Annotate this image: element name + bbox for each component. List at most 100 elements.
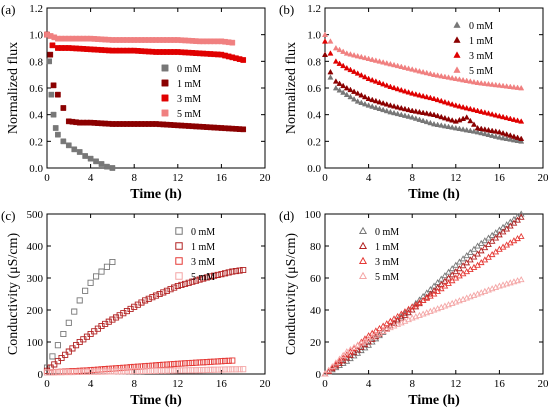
legend-marker bbox=[161, 64, 169, 72]
legend-label: 0 mM bbox=[469, 21, 493, 32]
data-point bbox=[460, 76, 467, 83]
data-point bbox=[229, 39, 236, 46]
data-point bbox=[380, 80, 387, 87]
data-point bbox=[478, 125, 485, 131]
data-point bbox=[510, 219, 518, 226]
data-point bbox=[332, 58, 339, 64]
x-tick-label: 16 bbox=[216, 172, 228, 184]
data-point bbox=[394, 62, 401, 69]
data-point bbox=[420, 117, 427, 123]
data-point bbox=[430, 120, 438, 127]
data-point bbox=[98, 161, 105, 167]
data-point bbox=[452, 268, 460, 275]
data-point bbox=[401, 64, 408, 70]
y-tick-label: 1.0 bbox=[307, 30, 321, 42]
data-point bbox=[409, 66, 416, 72]
data-point bbox=[423, 69, 430, 76]
data-point bbox=[470, 245, 478, 252]
data-point bbox=[65, 319, 72, 326]
data-point bbox=[492, 234, 500, 241]
data-point bbox=[112, 314, 120, 321]
data-point bbox=[470, 106, 477, 113]
data-point bbox=[496, 128, 503, 135]
y-axis-title: Normalized flux bbox=[284, 42, 299, 134]
data-point bbox=[500, 134, 507, 141]
data-point bbox=[196, 367, 203, 374]
plot-frame bbox=[46, 213, 266, 375]
data-point bbox=[394, 110, 401, 117]
data-point bbox=[438, 113, 445, 120]
data-point bbox=[343, 84, 350, 91]
data-point bbox=[492, 111, 499, 118]
y-tick-label: 0.4 bbox=[307, 110, 321, 122]
data-point bbox=[351, 51, 358, 58]
data-point bbox=[470, 253, 478, 260]
data-point bbox=[409, 114, 416, 120]
data-point bbox=[123, 308, 130, 315]
data-point bbox=[321, 38, 329, 44]
data-point bbox=[145, 362, 152, 369]
data-point bbox=[365, 55, 372, 61]
data-point bbox=[423, 118, 430, 125]
plot-frame bbox=[324, 213, 544, 375]
x-tick-label: 4 bbox=[366, 378, 372, 390]
x-tick-label: 16 bbox=[216, 378, 228, 390]
data-point bbox=[499, 228, 507, 235]
data-point bbox=[496, 112, 503, 119]
data-point bbox=[412, 108, 419, 114]
data-point bbox=[354, 98, 361, 104]
x-tick-label: 20 bbox=[538, 172, 550, 184]
data-point bbox=[200, 367, 207, 374]
data-point bbox=[518, 84, 525, 91]
data-point bbox=[340, 82, 347, 89]
data-point bbox=[149, 362, 156, 369]
data-point bbox=[517, 276, 525, 283]
legend-label: 5 mM bbox=[469, 66, 493, 77]
data-point bbox=[171, 360, 178, 368]
y-tick-label: 60 bbox=[310, 273, 322, 285]
data-point bbox=[449, 101, 456, 107]
data-point bbox=[49, 42, 56, 49]
series-0-mM bbox=[43, 258, 116, 371]
x-axis-title: Time (h) bbox=[130, 393, 182, 408]
y-axis-title: Conductivity (μS/cm) bbox=[6, 233, 21, 356]
data-point bbox=[358, 53, 365, 60]
data-point bbox=[441, 98, 448, 105]
data-point bbox=[445, 123, 452, 129]
data-point bbox=[478, 79, 485, 86]
data-point bbox=[485, 126, 492, 133]
data-point bbox=[232, 366, 239, 373]
y-tick-label: 0.4 bbox=[29, 110, 43, 122]
data-point bbox=[463, 114, 470, 120]
data-point bbox=[477, 247, 485, 254]
x-tick-label: 4 bbox=[366, 172, 372, 184]
data-point bbox=[354, 52, 361, 59]
data-point bbox=[98, 268, 105, 275]
data-point bbox=[387, 108, 394, 115]
data-point bbox=[376, 79, 383, 85]
legend-label: 3 mM bbox=[469, 51, 493, 62]
data-point bbox=[189, 367, 196, 374]
data-point bbox=[503, 114, 510, 121]
data-point bbox=[420, 92, 427, 99]
data-point bbox=[332, 44, 339, 51]
legend-marker bbox=[358, 241, 368, 250]
y-tick-label: 1.2 bbox=[29, 3, 43, 15]
data-point bbox=[351, 68, 358, 74]
legend-label: 5 mM bbox=[375, 272, 399, 283]
data-point bbox=[156, 362, 163, 369]
data-point bbox=[149, 294, 156, 301]
data-point bbox=[452, 102, 459, 108]
data-point bbox=[401, 87, 408, 94]
x-tick-label: 8 bbox=[131, 172, 137, 184]
y-tick-label: 40 bbox=[310, 305, 322, 317]
data-point bbox=[481, 80, 488, 86]
panel-label: (d) bbox=[279, 208, 294, 223]
data-point bbox=[240, 266, 247, 274]
series-5-mM bbox=[321, 31, 525, 91]
data-point bbox=[149, 367, 156, 374]
data-point bbox=[380, 106, 387, 113]
data-point bbox=[240, 57, 247, 63]
data-point bbox=[218, 358, 225, 365]
data-point bbox=[328, 364, 336, 371]
